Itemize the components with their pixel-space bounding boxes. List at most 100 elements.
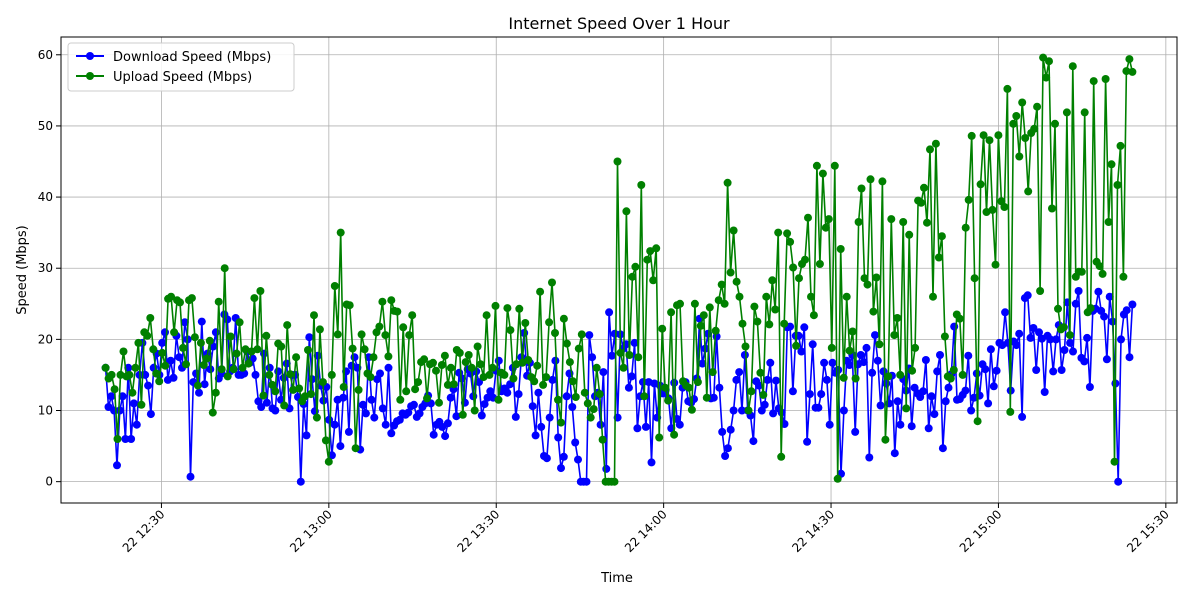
data-point-download [200, 380, 209, 389]
data-point-download [1032, 366, 1041, 374]
data-point-upload [241, 345, 250, 354]
data-point-upload [661, 383, 670, 392]
data-point-download [786, 322, 795, 331]
data-point-upload [461, 358, 470, 367]
data-point-download [262, 398, 271, 407]
data-point-upload [637, 181, 646, 189]
data-point-download [548, 375, 557, 384]
data-point-upload [131, 363, 140, 372]
y-tick-label: 40 [38, 190, 53, 204]
data-point-download [873, 356, 882, 365]
data-point-upload [524, 356, 533, 364]
data-point-download [633, 424, 642, 433]
data-point-download [582, 477, 591, 486]
data-point-upload [494, 395, 503, 404]
data-point-download [186, 472, 195, 481]
data-point-upload [554, 395, 562, 404]
data-point-upload [217, 365, 226, 374]
data-point-download [1125, 353, 1134, 362]
data-point-upload [262, 331, 271, 340]
data-point-upload [783, 229, 792, 238]
data-point-upload [414, 378, 423, 387]
legend-marker-upload [86, 72, 94, 80]
data-point-upload [1065, 331, 1074, 340]
data-point-upload [1059, 323, 1068, 332]
data-point-upload [708, 368, 717, 377]
data-point-download [559, 452, 568, 461]
data-point-upload [789, 263, 798, 272]
data-point-upload [1116, 141, 1125, 150]
data-point-upload [167, 292, 176, 301]
data-point-download [1001, 308, 1010, 317]
data-point-upload [565, 358, 574, 367]
data-point-download [554, 433, 563, 442]
data-point-upload [818, 169, 827, 178]
data-point-upload [312, 413, 321, 422]
data-point-upload [1098, 269, 1107, 278]
data-point-download [197, 317, 206, 326]
data-point-upload [905, 230, 914, 239]
data-point-upload [1000, 203, 1009, 211]
data-point-download [817, 390, 826, 399]
data-point-upload [622, 207, 631, 216]
data-point-upload [351, 444, 360, 453]
data-point-download [992, 366, 1001, 375]
data-point-upload [726, 268, 735, 277]
data-point-upload [301, 392, 309, 401]
data-point-upload [432, 366, 440, 375]
data-point-upload [512, 360, 521, 369]
data-point-download [146, 410, 155, 419]
data-point-upload [854, 218, 863, 226]
data-point-download [749, 437, 758, 446]
data-point-upload [488, 363, 497, 372]
data-point-upload [786, 237, 795, 246]
data-point-upload [506, 326, 515, 335]
data-point-upload [214, 297, 223, 306]
data-point-upload [545, 318, 554, 327]
data-point-upload [530, 377, 539, 386]
data-point-download [503, 388, 512, 397]
data-point-upload [1042, 73, 1051, 82]
data-point-download [441, 432, 450, 441]
data-point-download [825, 420, 834, 429]
data-point-upload [205, 336, 214, 345]
data-point-upload [848, 327, 857, 336]
data-point-download [1035, 328, 1043, 337]
data-point-upload [521, 319, 530, 327]
data-point-upload [366, 373, 375, 382]
data-point-download [718, 427, 727, 436]
data-point-upload [705, 303, 714, 312]
legend-box [67, 42, 295, 92]
data-point-download [907, 422, 916, 431]
data-point-upload [902, 404, 911, 413]
data-point-upload [869, 307, 878, 316]
data-point-download [921, 356, 930, 364]
data-point-upload [872, 273, 881, 282]
data-point-download [1083, 333, 1092, 342]
data-point-upload [625, 351, 634, 359]
data-point-upload [315, 325, 324, 334]
data-point-download [271, 406, 280, 415]
data-point-upload [402, 387, 411, 396]
data-point-download [1057, 366, 1066, 374]
data-point-download [429, 430, 438, 439]
data-point-upload [759, 390, 768, 399]
data-point-download [551, 356, 560, 365]
data-point-upload [295, 384, 304, 393]
data-point-download [1029, 324, 1038, 332]
data-point-upload [1086, 304, 1095, 313]
data-point-download [562, 392, 571, 401]
data-point-upload [628, 272, 637, 281]
data-point-upload [559, 314, 568, 323]
data-point-upload [1077, 267, 1086, 276]
data-point-upload [577, 330, 586, 339]
data-point-download [305, 333, 314, 342]
data-point-upload [893, 314, 902, 322]
data-point-upload [437, 361, 446, 369]
data-point-upload [857, 184, 866, 193]
data-point-download [627, 372, 636, 381]
data-point-download [327, 451, 336, 460]
data-point-upload [110, 385, 119, 394]
data-point-download [585, 331, 594, 340]
data-point-download [675, 420, 684, 429]
